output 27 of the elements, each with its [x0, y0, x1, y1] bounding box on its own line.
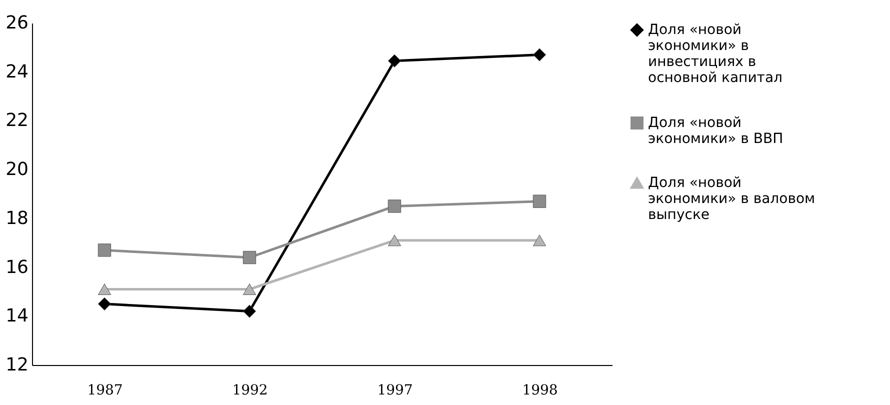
- point: [388, 54, 402, 68]
- x-tick-label: 1997: [377, 382, 413, 398]
- point: [532, 234, 546, 246]
- point: [98, 297, 112, 311]
- x-tick-label: 1992: [232, 382, 268, 398]
- point: [532, 194, 546, 208]
- y-tick-label: 12: [6, 354, 28, 376]
- point: [98, 244, 112, 257]
- point: [98, 284, 112, 295]
- y-tick-label: 26: [6, 12, 28, 34]
- y-tick-label: 16: [6, 256, 28, 278]
- legend-label: Доля «новой экономики» в ВВП: [648, 115, 784, 147]
- x-tick-label: 1987: [87, 382, 123, 398]
- point: [532, 48, 546, 62]
- y-tick-label: 18: [6, 208, 28, 229]
- y-tick-label: 24: [6, 61, 28, 82]
- x-tick-label: 1998: [522, 382, 558, 398]
- point: [388, 234, 402, 246]
- point: [388, 200, 402, 213]
- y-tick-label: 20: [6, 159, 28, 180]
- point: [242, 304, 256, 318]
- legend-label: Доля «новой экономики» в инвестициях в основной капитал: [648, 22, 782, 86]
- y-tick-label: 14: [6, 306, 28, 327]
- legend-label: Доля «новой экономики» в валовом выпуске: [648, 175, 816, 223]
- point: [242, 284, 256, 295]
- y-tick-label: 22: [6, 110, 28, 132]
- point: [242, 250, 256, 264]
